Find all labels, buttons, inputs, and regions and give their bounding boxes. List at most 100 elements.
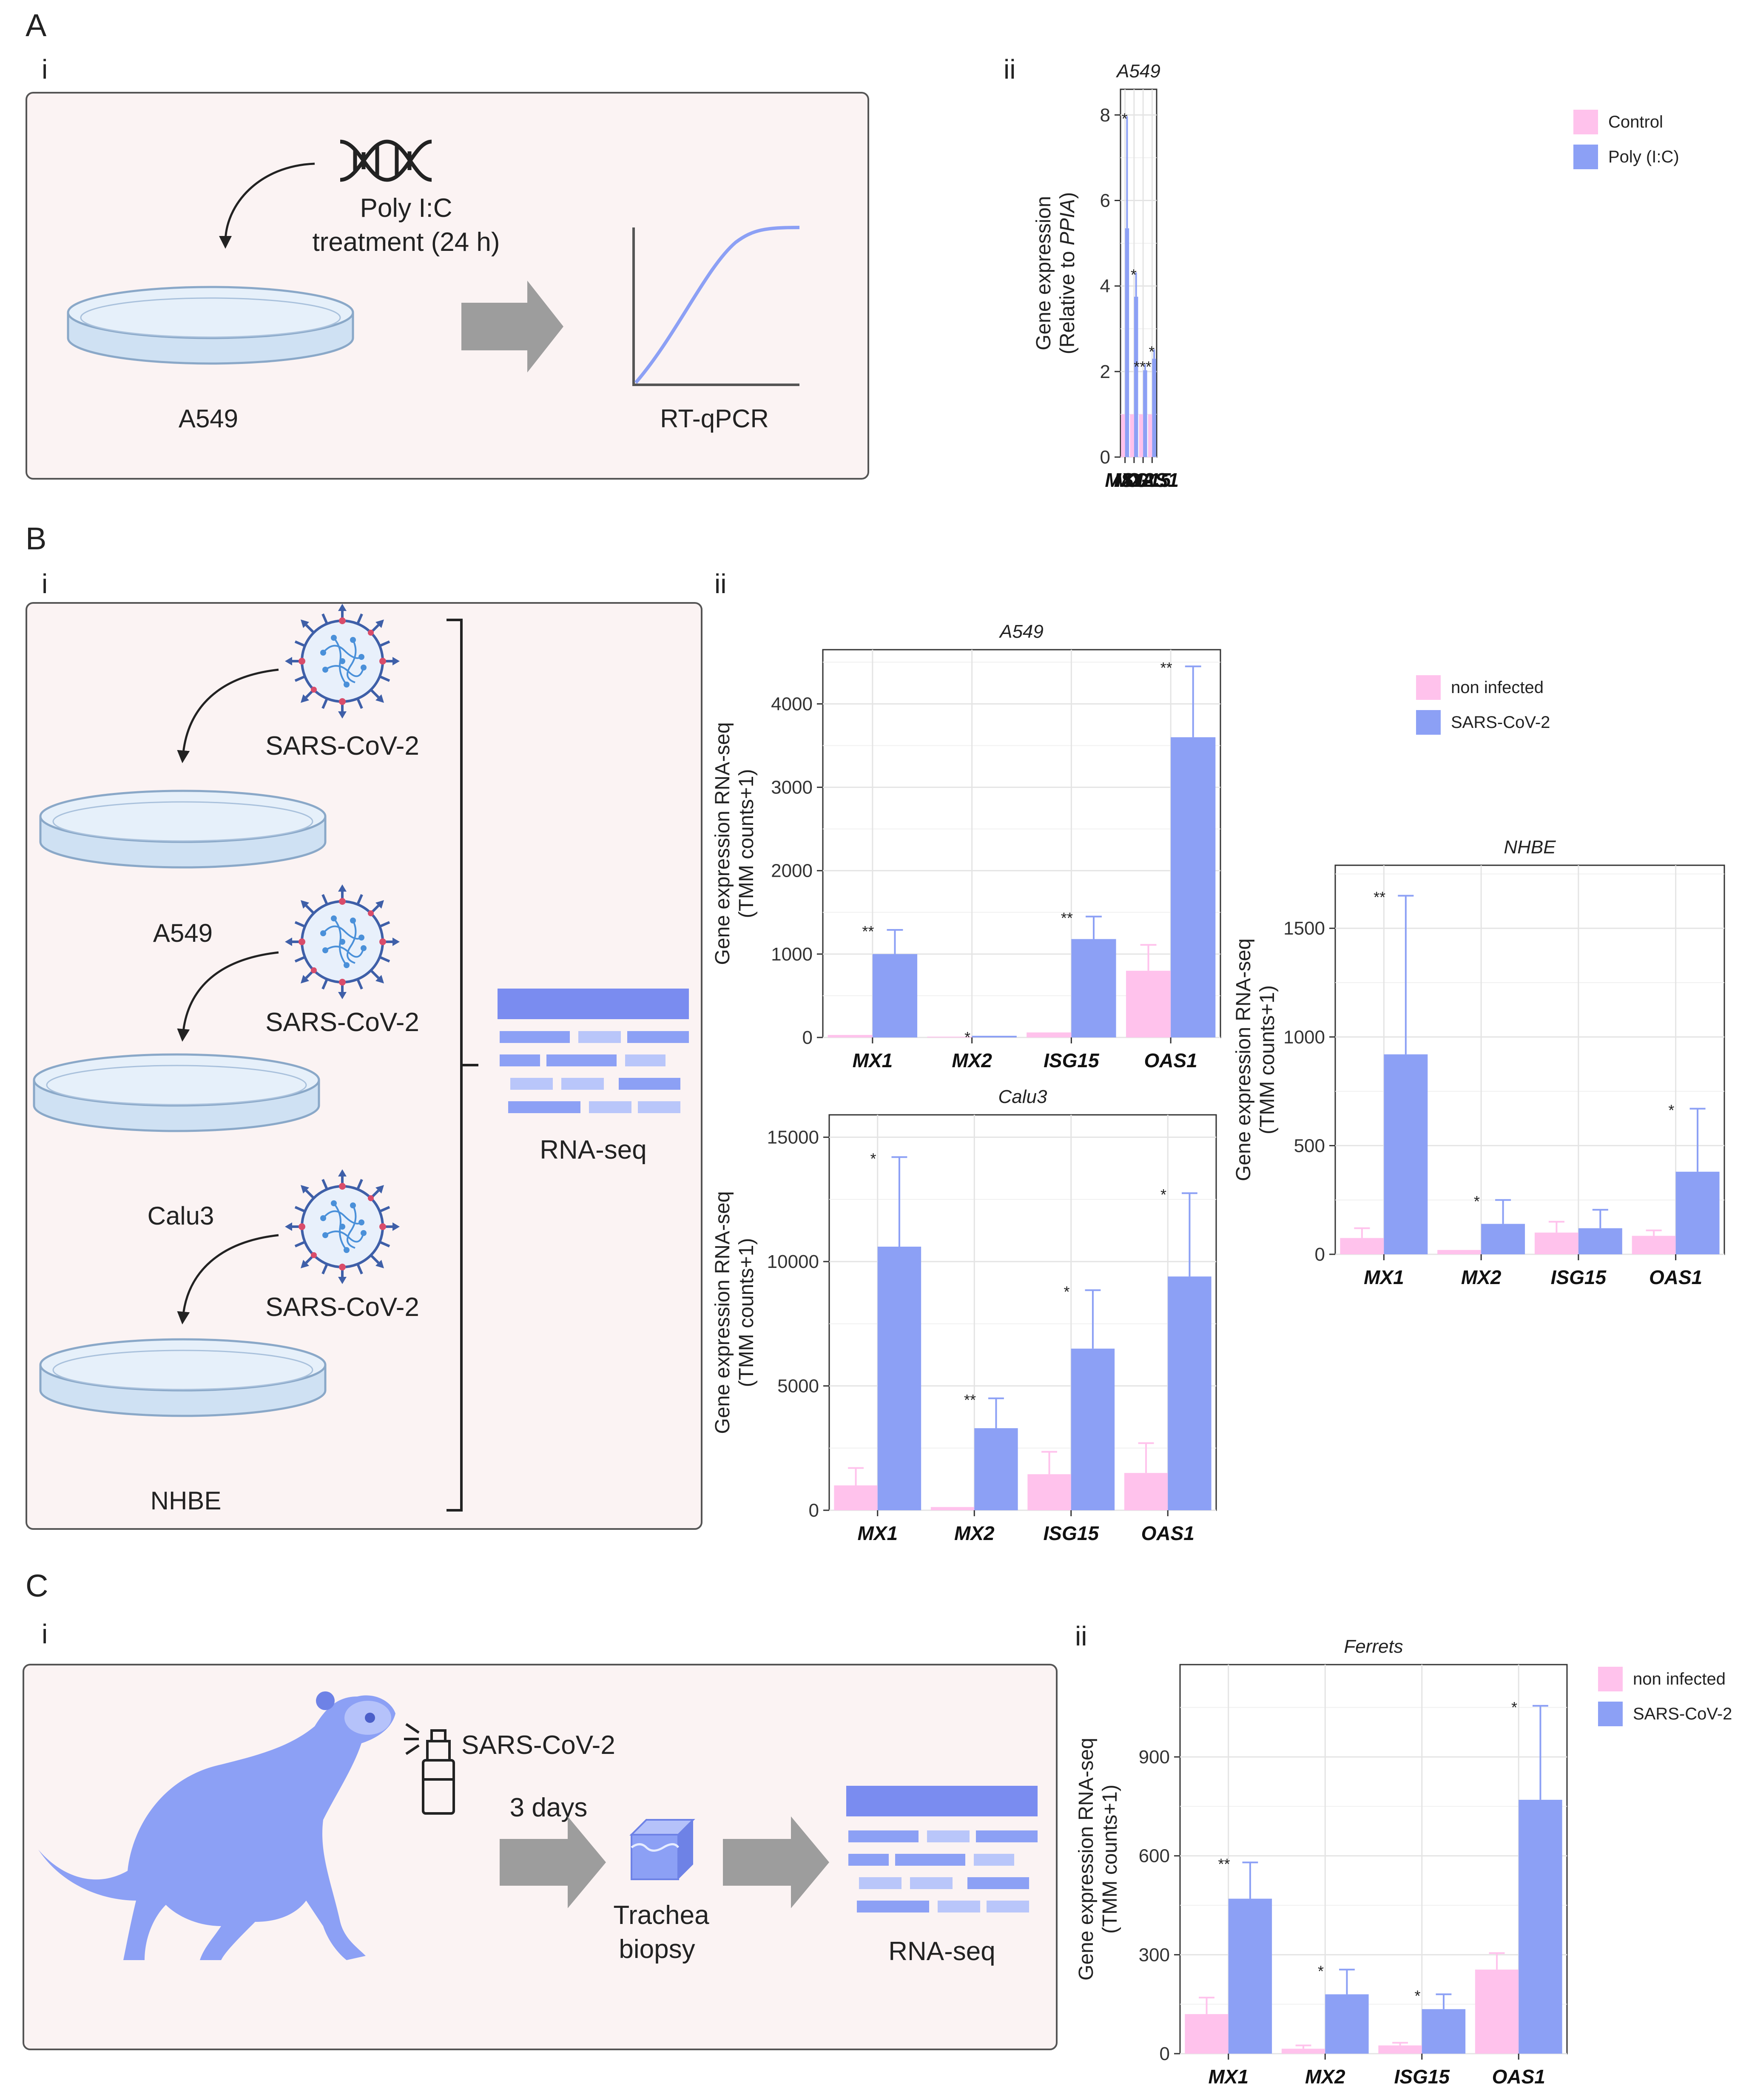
significance-label: **	[1061, 909, 1073, 927]
legend-swatch-treated	[1598, 1702, 1623, 1726]
bar-treated	[1228, 1898, 1272, 2054]
chart-A549_rnaseq: 0 1000 2000 3000 4000 ** MX1 * MX2 ** ISG15 ** OAS1 A…	[711, 621, 1550, 1071]
cell-label-a549: A549	[153, 919, 213, 947]
bar-control	[828, 1035, 873, 1037]
x-tick-label: ISG15	[1394, 2066, 1450, 2088]
legend-swatch-control	[1416, 675, 1441, 700]
y-tick-label: 2	[1100, 361, 1110, 382]
significance-label: *	[1511, 1699, 1517, 1716]
bar-treated	[1071, 1348, 1115, 1510]
bar-treated	[974, 1428, 1018, 1510]
bar-treated	[1143, 370, 1147, 457]
cell-label-calu3: Calu3	[148, 1202, 214, 1230]
curved-arrow-b3	[177, 1234, 279, 1324]
significance-label: **	[862, 923, 874, 940]
y-tick-label: 1000	[1283, 1027, 1325, 1048]
bar-treated	[1071, 939, 1116, 1037]
x-tick-label: ISG15	[1115, 469, 1172, 491]
bar-treated	[1481, 1224, 1525, 1254]
significance-label: ***	[1134, 358, 1152, 375]
curved-arrow	[219, 162, 315, 249]
dish-nhbe	[40, 1339, 325, 1416]
y-tick-label: 4	[1100, 276, 1110, 297]
bar-treated	[1422, 2009, 1466, 2054]
y-tick-label: 3000	[771, 777, 813, 798]
bar-treated	[1675, 1171, 1720, 1254]
curved-arrow-b2	[177, 951, 279, 1042]
schematic-a: Poly I:C treatment (24 h) A549 RT-qPCR	[26, 92, 869, 480]
bar-control	[930, 1507, 975, 1510]
bar-treated	[1171, 737, 1216, 1037]
bar-treated	[1384, 1054, 1428, 1254]
significance-label: *	[1064, 1283, 1070, 1300]
process-arrow	[461, 281, 563, 372]
bar-treated	[1134, 296, 1138, 457]
bar-control	[1124, 1473, 1168, 1510]
y-tick-label: 0	[1315, 1244, 1325, 1265]
bar-treated	[1152, 358, 1156, 457]
bar-control	[1340, 1238, 1384, 1254]
significance-label: **	[1218, 1855, 1230, 1873]
bar-control	[1475, 1969, 1519, 2054]
bar-control	[1378, 2045, 1422, 2054]
bar-control	[1148, 414, 1152, 457]
significance-label: *	[870, 1150, 876, 1167]
bar-treated	[877, 1247, 921, 1510]
x-tick-label: MX1	[1364, 1266, 1404, 1288]
dna-icon	[340, 139, 432, 182]
y-tick-label: 1500	[1283, 918, 1325, 939]
virus-label-3: SARS-CoV-2	[265, 1293, 419, 1322]
y-axis-label-line2: (TMM counts+1)	[1256, 985, 1279, 1134]
significance-label: *	[1131, 266, 1137, 284]
y-axis-label-line1: Gene expression RNA-seq	[1075, 1738, 1098, 1981]
legend-label: non infected	[1451, 678, 1544, 697]
y-axis-label-suffix: )	[1056, 192, 1079, 199]
legend-swatch-treated	[1573, 145, 1598, 169]
assay-label-b: RNA-seq	[540, 1135, 647, 1165]
bar-treated	[1168, 1276, 1212, 1510]
panel-a-sub-ii: ii	[1004, 54, 1015, 85]
y-axis-label-line1: Gene expression RNA-seq	[711, 1191, 734, 1434]
legend-label: non infected	[1633, 1670, 1726, 1688]
legend-label: Poly (I:C)	[1608, 148, 1679, 166]
y-tick-label: 10000	[767, 1251, 819, 1272]
x-tick-label: OAS1	[1144, 1049, 1197, 1071]
significance-label: *	[1160, 1186, 1166, 1203]
spray-icon	[404, 1723, 455, 1815]
cell-label-nhbe: NHBE	[151, 1486, 222, 1515]
culture-dish	[68, 287, 353, 364]
x-tick-label: MX2	[954, 1522, 995, 1544]
y-tick-label: 4000	[771, 693, 813, 714]
schematic-b: SARS-CoV-2 A549 SARS-CoV-2 Calu3 SARS-Co…	[26, 602, 702, 1530]
duration-label: 3 days	[510, 1793, 588, 1822]
y-axis-label-italic: PPIA	[1056, 199, 1079, 245]
x-tick-label: MX2	[952, 1049, 992, 1071]
significance-label: *	[1474, 1193, 1480, 1210]
panel-b-sub-i: i	[42, 568, 48, 599]
bar-treated	[1578, 1228, 1622, 1254]
treatment-line2: treatment (24 h)	[312, 227, 500, 257]
significance-label: *	[1318, 1962, 1324, 1980]
legend-swatch-control	[1573, 110, 1598, 134]
x-tick-label: ISG15	[1044, 1049, 1100, 1071]
assay-label: RT-qPCR	[660, 404, 769, 433]
x-tick-label: MX1	[857, 1522, 898, 1544]
y-tick-label: 0	[802, 1027, 813, 1048]
legend-label: SARS-CoV-2	[1451, 713, 1550, 732]
rnaseq-icon	[498, 989, 689, 1113]
y-axis-label: Gene expression RNA-seq(TMM counts+1)	[1075, 1738, 1121, 1981]
x-tick-label: MX1	[1208, 2066, 1248, 2088]
virus-icon-3	[285, 1169, 400, 1284]
cell-line-label: A549	[179, 404, 238, 433]
y-tick-label: 0	[809, 1500, 819, 1521]
x-tick-label: OAS1	[1649, 1266, 1702, 1288]
y-tick-label: 8	[1100, 105, 1110, 125]
schematic-c: SARS-CoV-2 3 days Trachea biopsy RNA-seq	[23, 1664, 1058, 2050]
y-tick-label: 900	[1139, 1747, 1170, 1768]
x-tick-label: OAS1	[1126, 469, 1179, 491]
qpcr-curve-icon	[632, 226, 800, 386]
panel-c-sub-i: i	[42, 1619, 48, 1649]
virus-icon-2	[285, 884, 400, 999]
treatment-line1: Poly I:C	[360, 193, 452, 223]
